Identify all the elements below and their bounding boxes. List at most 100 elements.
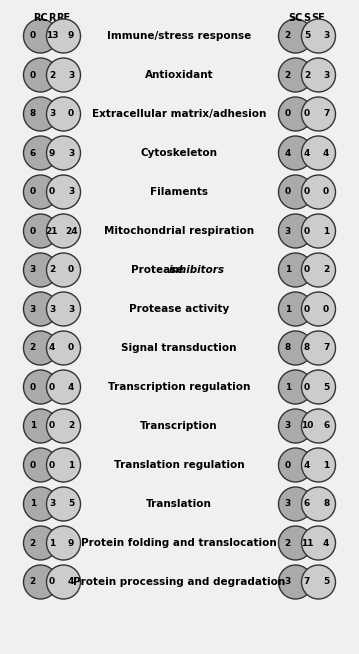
Circle shape <box>302 214 336 248</box>
Text: 1: 1 <box>285 305 291 313</box>
Circle shape <box>279 370 312 404</box>
Text: Mitochondrial respiration: Mitochondrial respiration <box>104 226 254 236</box>
Text: 11: 11 <box>301 538 313 547</box>
Text: 5: 5 <box>68 500 74 509</box>
Text: 2: 2 <box>49 71 55 80</box>
Text: 0: 0 <box>68 343 74 353</box>
Text: 7: 7 <box>304 577 310 587</box>
Circle shape <box>23 136 57 170</box>
Circle shape <box>302 19 336 53</box>
Text: 3: 3 <box>323 71 329 80</box>
Text: 0: 0 <box>30 226 36 235</box>
Text: 2: 2 <box>30 577 36 587</box>
Text: 3: 3 <box>68 148 74 158</box>
Circle shape <box>23 19 57 53</box>
Circle shape <box>47 370 80 404</box>
Text: 8: 8 <box>323 500 329 509</box>
Text: 4: 4 <box>68 577 74 587</box>
Text: 8: 8 <box>285 343 291 353</box>
Circle shape <box>302 370 336 404</box>
Text: 3: 3 <box>68 305 74 313</box>
Text: RE: RE <box>56 13 71 23</box>
Text: 0: 0 <box>285 109 291 118</box>
Text: 3: 3 <box>68 71 74 80</box>
Text: 2: 2 <box>285 538 291 547</box>
Circle shape <box>47 409 80 443</box>
Text: 7: 7 <box>323 109 329 118</box>
Circle shape <box>302 175 336 209</box>
Text: 0: 0 <box>304 383 310 392</box>
Text: 6: 6 <box>30 148 36 158</box>
Circle shape <box>47 214 80 248</box>
Text: 1: 1 <box>323 460 329 470</box>
Circle shape <box>302 331 336 365</box>
Text: Protease activity: Protease activity <box>129 304 229 314</box>
Text: 0: 0 <box>304 266 310 275</box>
Text: 0: 0 <box>304 109 310 118</box>
Circle shape <box>23 97 57 131</box>
Text: 24: 24 <box>65 226 78 235</box>
Text: 13: 13 <box>46 31 58 41</box>
Text: 1: 1 <box>68 460 74 470</box>
Text: 3: 3 <box>285 226 291 235</box>
Text: R: R <box>48 13 56 23</box>
Text: 0: 0 <box>30 383 36 392</box>
Text: Immune/stress response: Immune/stress response <box>107 31 251 41</box>
Text: Transcription: Transcription <box>140 421 218 431</box>
Text: Cytoskeleton: Cytoskeleton <box>140 148 218 158</box>
Circle shape <box>279 253 312 287</box>
Text: 2: 2 <box>30 343 36 353</box>
Text: 4: 4 <box>304 460 310 470</box>
Text: 0: 0 <box>49 383 55 392</box>
Text: 1: 1 <box>285 266 291 275</box>
Circle shape <box>47 97 80 131</box>
Text: 4: 4 <box>49 343 55 353</box>
Text: 0: 0 <box>68 109 74 118</box>
Text: 3: 3 <box>30 305 36 313</box>
Circle shape <box>23 331 57 365</box>
Circle shape <box>23 58 57 92</box>
Circle shape <box>47 487 80 521</box>
Text: 4: 4 <box>68 383 74 392</box>
Text: 2: 2 <box>68 421 74 430</box>
Text: 0: 0 <box>323 188 329 196</box>
Circle shape <box>47 175 80 209</box>
Text: Transcription regulation: Transcription regulation <box>108 382 250 392</box>
Text: 5: 5 <box>323 383 329 392</box>
Text: 2: 2 <box>323 266 329 275</box>
Circle shape <box>23 448 57 482</box>
Text: 5: 5 <box>323 577 329 587</box>
Text: 9: 9 <box>68 538 74 547</box>
Text: 21: 21 <box>46 226 58 235</box>
Text: SE: SE <box>312 13 325 23</box>
Circle shape <box>47 565 80 599</box>
Text: 3: 3 <box>285 500 291 509</box>
Circle shape <box>47 58 80 92</box>
Text: 3: 3 <box>285 577 291 587</box>
Circle shape <box>47 19 80 53</box>
Circle shape <box>279 526 312 560</box>
Text: 0: 0 <box>68 266 74 275</box>
Text: 6: 6 <box>304 500 310 509</box>
Circle shape <box>23 253 57 287</box>
Circle shape <box>23 565 57 599</box>
Text: Translation: Translation <box>146 499 212 509</box>
Text: 0: 0 <box>304 188 310 196</box>
Circle shape <box>23 409 57 443</box>
Circle shape <box>279 409 312 443</box>
Circle shape <box>302 448 336 482</box>
Text: 2: 2 <box>285 71 291 80</box>
Text: 3: 3 <box>49 305 55 313</box>
Text: 0: 0 <box>30 188 36 196</box>
Text: 7: 7 <box>323 343 329 353</box>
Text: 2: 2 <box>30 538 36 547</box>
Text: 3: 3 <box>49 109 55 118</box>
Text: 8: 8 <box>304 343 310 353</box>
Text: 9: 9 <box>68 31 74 41</box>
Text: 1: 1 <box>30 500 36 509</box>
Circle shape <box>302 253 336 287</box>
Circle shape <box>302 58 336 92</box>
Text: Protein folding and translocation: Protein folding and translocation <box>81 538 277 548</box>
Text: 3: 3 <box>30 266 36 275</box>
Circle shape <box>47 448 80 482</box>
